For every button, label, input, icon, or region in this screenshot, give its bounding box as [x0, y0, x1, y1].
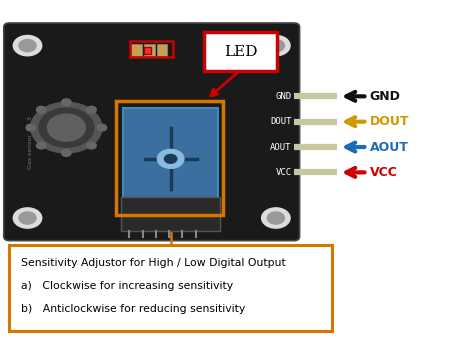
Circle shape: [26, 124, 36, 131]
Circle shape: [262, 35, 290, 56]
Text: AOUT: AOUT: [370, 141, 409, 153]
Circle shape: [19, 40, 36, 52]
Circle shape: [262, 208, 290, 228]
FancyBboxPatch shape: [4, 23, 300, 241]
Circle shape: [157, 149, 184, 168]
Circle shape: [31, 102, 102, 153]
Circle shape: [19, 212, 36, 224]
Text: LED: LED: [224, 45, 257, 58]
Circle shape: [62, 150, 71, 156]
Text: VCC: VCC: [370, 166, 398, 179]
Text: DOUT: DOUT: [370, 115, 409, 128]
Text: DOUT: DOUT: [270, 117, 292, 126]
FancyBboxPatch shape: [204, 32, 277, 71]
Circle shape: [13, 208, 42, 228]
Circle shape: [87, 142, 96, 149]
Text: GND: GND: [370, 90, 401, 103]
FancyBboxPatch shape: [121, 197, 220, 231]
FancyBboxPatch shape: [157, 44, 167, 56]
Circle shape: [13, 35, 42, 56]
Circle shape: [267, 40, 284, 52]
FancyBboxPatch shape: [131, 44, 142, 56]
Text: a)   Clockwise for increasing sensitivity: a) Clockwise for increasing sensitivity: [21, 281, 234, 291]
Text: Gas sensor  V1.3: Gas sensor V1.3: [28, 116, 33, 169]
Circle shape: [47, 114, 85, 141]
Circle shape: [87, 106, 96, 113]
FancyBboxPatch shape: [9, 245, 332, 331]
FancyBboxPatch shape: [123, 108, 218, 210]
Text: GND: GND: [275, 92, 292, 101]
FancyBboxPatch shape: [144, 44, 155, 56]
Text: Sensitivity Adjustor for High / Low Digital Output: Sensitivity Adjustor for High / Low Digi…: [21, 258, 286, 268]
FancyBboxPatch shape: [144, 47, 151, 54]
Text: AOUT: AOUT: [270, 143, 292, 151]
Text: b)   Anticlockwise for reducing sensitivity: b) Anticlockwise for reducing sensitivit…: [21, 304, 246, 314]
Circle shape: [36, 106, 46, 113]
Circle shape: [39, 108, 94, 147]
Circle shape: [36, 142, 46, 149]
Circle shape: [97, 124, 107, 131]
Text: VCC: VCC: [275, 168, 292, 177]
Circle shape: [164, 154, 177, 163]
Circle shape: [62, 99, 71, 106]
Circle shape: [267, 212, 284, 224]
